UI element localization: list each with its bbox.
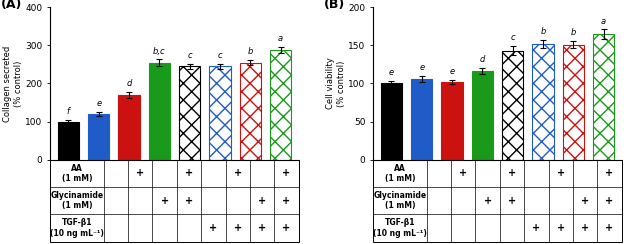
Text: b: b — [571, 28, 576, 37]
Text: (A): (A) — [1, 0, 22, 11]
Text: Glycinamide
(1 mM): Glycinamide (1 mM) — [50, 191, 104, 210]
Text: +: + — [484, 196, 492, 205]
Text: f: f — [67, 107, 70, 116]
Bar — [411, 79, 432, 160]
Y-axis label: Collagen secreted
(% control): Collagen secreted (% control) — [3, 45, 23, 122]
Text: TGF-β1
(10 ng mL⁻¹): TGF-β1 (10 ng mL⁻¹) — [373, 218, 427, 238]
Bar — [58, 122, 79, 160]
Text: +: + — [556, 168, 565, 178]
Text: +: + — [185, 168, 193, 178]
Bar — [563, 45, 584, 160]
Text: +: + — [533, 223, 541, 233]
Text: +: + — [283, 168, 291, 178]
Text: +: + — [508, 196, 516, 205]
Text: +: + — [161, 196, 169, 205]
Text: +: + — [508, 168, 516, 178]
Bar — [472, 71, 493, 160]
Bar — [179, 66, 200, 160]
Bar — [381, 83, 402, 160]
Text: +: + — [185, 196, 193, 205]
Text: (B): (B) — [323, 0, 345, 11]
Text: a: a — [601, 17, 606, 26]
Bar — [441, 82, 463, 160]
Text: +: + — [556, 223, 565, 233]
Text: TGF-β1
(10 ng mL⁻¹): TGF-β1 (10 ng mL⁻¹) — [50, 218, 104, 238]
Text: c: c — [511, 33, 515, 42]
Text: e: e — [389, 68, 394, 77]
Text: b: b — [540, 27, 546, 36]
Text: b: b — [247, 47, 253, 56]
Text: d: d — [480, 55, 485, 64]
Text: AA
(1 mM): AA (1 mM) — [62, 163, 92, 183]
Text: +: + — [283, 223, 291, 233]
Bar — [209, 66, 230, 160]
Text: e: e — [96, 99, 101, 108]
Text: +: + — [234, 168, 242, 178]
Bar — [88, 114, 109, 160]
Text: c: c — [218, 51, 222, 60]
Text: +: + — [605, 196, 614, 205]
Text: e: e — [450, 67, 455, 76]
Text: +: + — [234, 223, 242, 233]
Bar — [240, 62, 261, 160]
Text: +: + — [258, 223, 266, 233]
Bar — [533, 44, 553, 160]
Bar — [502, 51, 523, 160]
Text: +: + — [136, 168, 144, 178]
Text: +: + — [459, 168, 467, 178]
Text: +: + — [283, 196, 291, 205]
Text: Glycinamide
(1 mM): Glycinamide (1 mM) — [374, 191, 426, 210]
Text: d: d — [126, 79, 132, 88]
Text: c: c — [187, 51, 192, 60]
Text: e: e — [419, 63, 425, 72]
Text: +: + — [258, 196, 266, 205]
Text: b,c: b,c — [153, 47, 166, 56]
Text: +: + — [209, 223, 217, 233]
Text: +: + — [605, 223, 614, 233]
Text: AA
(1 mM): AA (1 mM) — [385, 163, 415, 183]
Text: +: + — [581, 223, 589, 233]
Y-axis label: Cell viability
(% control): Cell viability (% control) — [326, 58, 345, 109]
Bar — [270, 50, 291, 160]
Bar — [593, 34, 614, 160]
Text: +: + — [605, 168, 614, 178]
Bar — [119, 95, 139, 160]
Bar — [149, 62, 170, 160]
Text: +: + — [581, 196, 589, 205]
Text: a: a — [278, 34, 283, 43]
